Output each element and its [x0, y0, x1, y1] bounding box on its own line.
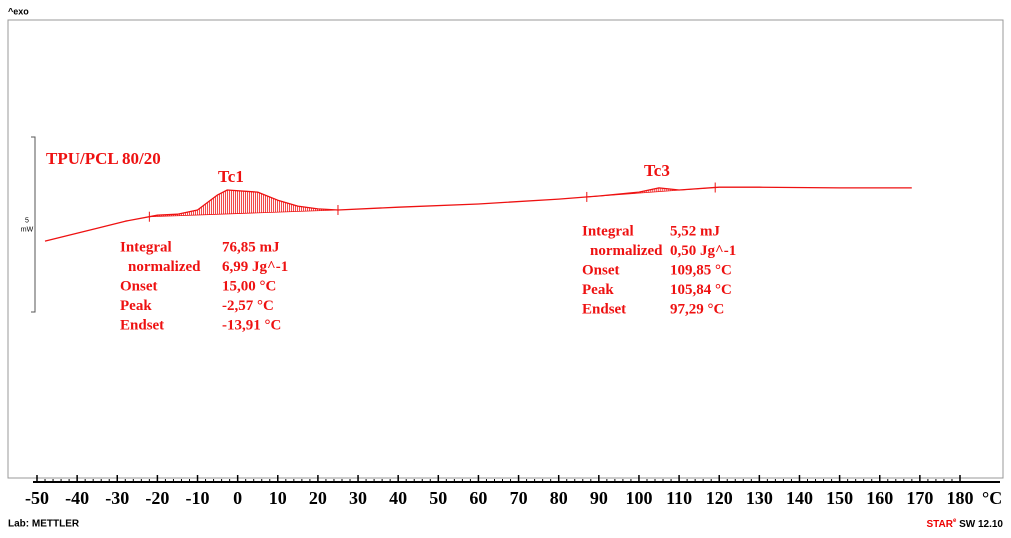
exo-label: ^exo [8, 6, 29, 16]
x-tick-label: -40 [65, 488, 89, 508]
x-tick-label: 50 [429, 488, 447, 508]
x-tick-label: 80 [550, 488, 568, 508]
peak-label: Tc3 [644, 161, 670, 180]
result-value: 105,84 °C [670, 282, 732, 298]
x-tick-label: 160 [866, 488, 893, 508]
x-tick-label: 0 [233, 488, 242, 508]
x-tick-label: -30 [105, 488, 129, 508]
result-value: 0,50 Jg^-1 [670, 243, 736, 259]
x-tick-label: 40 [389, 488, 407, 508]
x-tick-label: 120 [706, 488, 733, 508]
result-value: 76,85 mJ [222, 239, 280, 255]
result-value: 97,29 °C [670, 301, 724, 317]
x-tick-label: 60 [469, 488, 487, 508]
result-value: -13,91 °C [222, 317, 281, 333]
x-tick-label: 10 [269, 488, 287, 508]
result-label: Integral [582, 223, 634, 239]
result-label: Integral [120, 239, 172, 255]
x-tick-label: 140 [786, 488, 813, 508]
result-label: Endset [582, 301, 626, 317]
result-value: 6,99 Jg^-1 [222, 259, 288, 275]
sample-title: TPU/PCL 80/20 [46, 149, 161, 168]
x-tick-label: 70 [510, 488, 528, 508]
x-tick-label: 180 [947, 488, 974, 508]
x-tick-label: 150 [826, 488, 853, 508]
x-tick-label: -10 [186, 488, 210, 508]
result-label: normalized [128, 259, 201, 275]
x-tick-label: 30 [349, 488, 367, 508]
x-tick-label: 170 [906, 488, 933, 508]
x-tick-label: 130 [746, 488, 773, 508]
x-tick-label: 20 [309, 488, 327, 508]
version: SW 12.10 [959, 519, 1003, 530]
result-label: Onset [120, 278, 158, 294]
x-tick-label: 90 [590, 488, 608, 508]
star: STAR [926, 519, 953, 530]
curve [44, 186, 912, 242]
scale-bar [31, 136, 36, 313]
plot-frame [7, 19, 1004, 479]
scale-bar-value: 5 [25, 217, 29, 224]
baseline [149, 209, 338, 218]
result-label: Peak [582, 282, 614, 298]
scale-bar-unit: mW [21, 226, 34, 233]
result-label: Onset [582, 262, 620, 278]
result-value: 109,85 °C [670, 262, 732, 278]
x-tick-label: 100 [625, 488, 652, 508]
x-tick-label: -20 [145, 488, 169, 508]
x-tick-label: 110 [666, 488, 692, 508]
result-value: 5,52 mJ [670, 223, 720, 239]
x-unit: °C [982, 488, 1002, 508]
footer-left: Lab: METTLER [8, 519, 80, 530]
result-label: Peak [120, 298, 152, 314]
result-label: Endset [120, 317, 164, 333]
result-value: 15,00 °C [222, 278, 276, 294]
x-tick-label: -50 [25, 488, 49, 508]
result-value: -2,57 °C [222, 298, 274, 314]
peak-label: Tc1 [218, 167, 244, 186]
result-label: normalized [590, 243, 663, 259]
star-sup: e [953, 518, 957, 524]
footer-right: STARe SW 12.10 [926, 518, 1003, 530]
